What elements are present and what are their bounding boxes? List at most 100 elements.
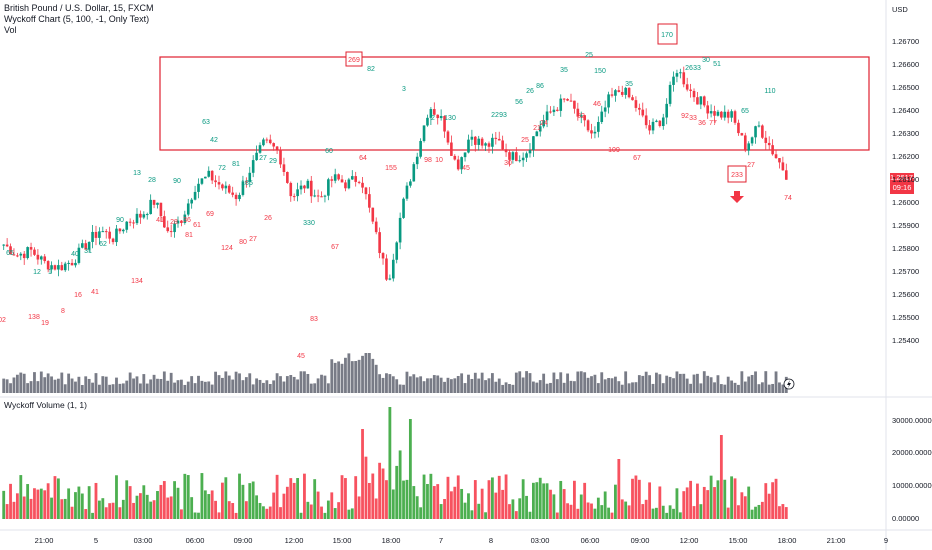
candle-body <box>152 199 156 205</box>
volume-bar <box>138 383 142 393</box>
candle-body <box>176 220 180 224</box>
candle-body <box>60 265 64 271</box>
wyckoff-label-down: 109 <box>608 147 620 154</box>
wyckoff-label-up: 60 <box>325 148 333 155</box>
candle-body <box>104 231 108 233</box>
wyckoff-label-down: 155 <box>385 165 397 172</box>
wyckoff-volume-bar <box>586 502 590 519</box>
volume-bar <box>36 381 40 393</box>
wyckoff-label-up: 56 <box>515 99 523 106</box>
volume-bar <box>374 364 378 393</box>
volume-bar <box>224 371 228 393</box>
candle-body <box>347 179 351 189</box>
candle-body <box>350 176 354 180</box>
volume-tick: 10000.00000 <box>892 481 932 490</box>
volume-bar <box>504 382 508 393</box>
wyckoff-volume-bar <box>672 508 675 519</box>
wyckoff-volume-bar <box>197 512 200 519</box>
price-scale[interactable]: 1.26700 1.26600 1.26500 1.26400 1.26300 1.262… <box>892 37 919 345</box>
candle-body <box>474 136 477 145</box>
volume-bar <box>781 384 785 393</box>
volume-bar <box>5 379 9 393</box>
wyckoff-volume-bar <box>303 473 306 519</box>
candle-body <box>504 149 508 153</box>
wyckoff-volume-bar <box>344 478 347 519</box>
time-scale[interactable]: 21:00 5 03:00 06:00 09:00 12:00 15:00 18:00 7 8 03… <box>35 536 888 545</box>
wyckoff-volume-title[interactable]: Wyckoff Volume (1, 1) <box>4 400 87 410</box>
volume-bar <box>29 381 33 393</box>
wyckoff-volume-bar <box>207 494 211 519</box>
wyckoff-volume-bar <box>367 482 371 519</box>
candle-body <box>193 191 197 200</box>
volume-bar <box>408 376 412 393</box>
volume-bar <box>15 374 19 393</box>
volume-bar <box>624 371 628 393</box>
wyckoff-volume-bar <box>56 478 60 519</box>
volume-bar <box>104 376 108 393</box>
wyckoff-volume-bar <box>778 506 781 519</box>
wyckoff-volume-bar <box>33 488 36 519</box>
candle-body <box>484 143 487 146</box>
wyckoff-label-down: 64 <box>359 155 367 162</box>
volume-bar <box>552 372 556 393</box>
wyckoff-volume-bar <box>299 512 303 519</box>
wyckoff-volume-bar <box>234 512 238 519</box>
label-233: 233 <box>731 172 743 179</box>
wyckoff-volume-bar <box>706 490 710 519</box>
volume-bar <box>292 376 296 393</box>
candle-body <box>163 216 166 228</box>
wyckoff-volume-bar <box>84 509 88 519</box>
candle-body <box>511 152 515 160</box>
volume-bar <box>128 372 132 393</box>
indicator-title[interactable]: Wyckoff Chart (5, 100, -1, Only Text) <box>4 14 150 24</box>
wyckoff-volume-bar <box>740 492 744 519</box>
volume-bar <box>402 384 405 393</box>
volume-tick: 20000.00000 <box>892 448 932 457</box>
volume-bar <box>121 383 125 393</box>
volume-bar <box>388 374 392 393</box>
volume-bar <box>648 375 652 393</box>
volume-bar <box>610 378 614 393</box>
volume-bar <box>255 378 259 393</box>
volume-bar <box>2 378 6 393</box>
wyckoff-label-up: 86 <box>536 83 544 90</box>
volume-tick: 0.00000 <box>892 514 919 523</box>
candle-body <box>320 196 323 198</box>
candle-body <box>286 171 289 183</box>
wyckoff-volume-bar <box>576 508 580 519</box>
volume-bar <box>634 382 638 393</box>
candle-body <box>573 100 576 109</box>
candle-body <box>5 244 9 247</box>
volume-bar <box>354 360 358 393</box>
candle-body <box>245 181 248 183</box>
wyckoff-volume-bar <box>737 505 740 519</box>
volume-bar <box>279 376 282 393</box>
price-tick: 1.26400 <box>892 106 919 115</box>
symbol-title[interactable]: British Pound / U.S. Dollar, 15, FXCM <box>4 3 154 13</box>
wyckoff-label-down: 46 <box>593 101 601 108</box>
candle-body <box>214 180 217 183</box>
volume-bar <box>596 383 600 393</box>
candle-body <box>644 115 648 126</box>
candle-body <box>19 253 23 256</box>
wyckoff-label-up: 72 <box>218 165 226 172</box>
volume-bar <box>251 384 255 393</box>
wyckoff-volume-bar <box>12 501 16 519</box>
candle-body <box>166 227 170 232</box>
wyckoff-label-up: 35 <box>625 81 633 88</box>
volume-bar <box>221 377 224 393</box>
wyckoff-volume-bar <box>203 490 207 519</box>
wyckoff-volume-bar <box>128 486 132 519</box>
wyckoff-volume-bar <box>682 491 686 519</box>
wyckoff-volume-bar <box>590 503 593 519</box>
volume-title[interactable]: Vol <box>4 25 17 35</box>
volume-scale[interactable]: 30000.00000 20000.00000 10000.00000 0.00000 <box>892 416 932 523</box>
wyckoff-volume-bar <box>292 482 296 519</box>
candle-body <box>12 254 16 256</box>
volume-bar <box>234 371 238 393</box>
time-tick: 03:00 <box>531 536 550 545</box>
volume-bar <box>381 377 385 393</box>
candle-body <box>494 137 498 139</box>
wyckoff-volume-bar <box>70 506 74 519</box>
